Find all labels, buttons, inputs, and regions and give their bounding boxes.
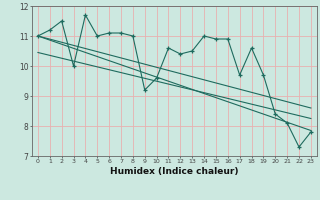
X-axis label: Humidex (Indice chaleur): Humidex (Indice chaleur) — [110, 167, 239, 176]
